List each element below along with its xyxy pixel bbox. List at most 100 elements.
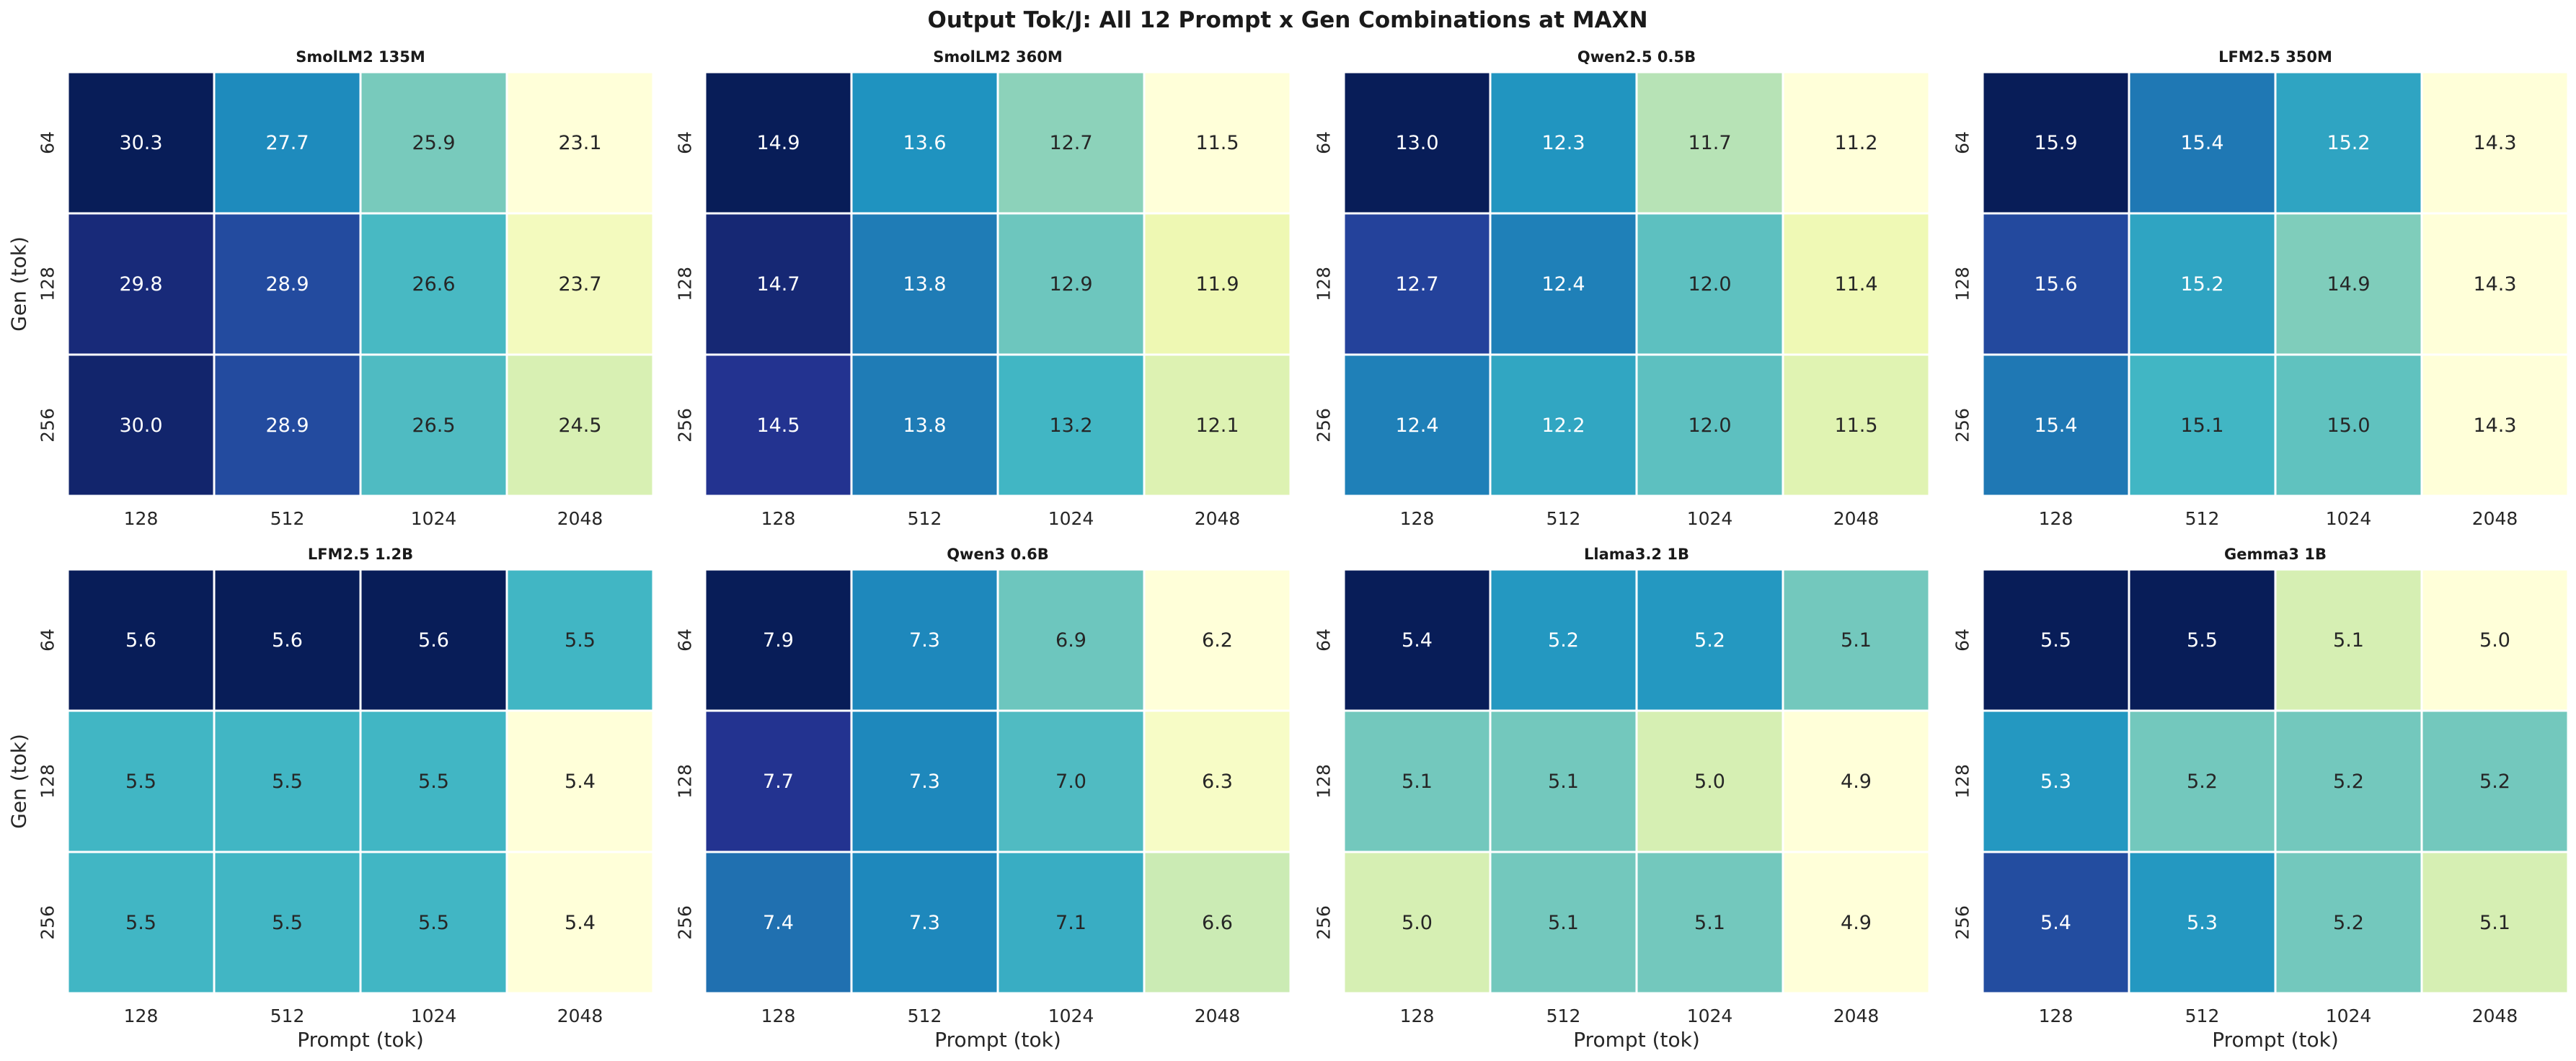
heatmap-cell bbox=[1489, 568, 1638, 712]
heatmap-cell bbox=[1143, 353, 1292, 497]
x-tick-label: 1024 bbox=[411, 508, 457, 529]
x-tick-label: 512 bbox=[2185, 508, 2220, 529]
cell-value-label: 5.6 bbox=[125, 629, 156, 652]
heatmap-cell bbox=[850, 709, 999, 853]
cell-value-label: 12.4 bbox=[1541, 273, 1585, 296]
cell-value-label: 14.7 bbox=[756, 273, 800, 296]
cell-value-label: 7.1 bbox=[1055, 912, 1086, 934]
cell-value-label: 11.7 bbox=[1688, 132, 1731, 154]
heatmap-cell bbox=[2274, 568, 2423, 712]
cell-value-label: 12.9 bbox=[1049, 273, 1092, 296]
cell-value-label: 5.3 bbox=[2040, 771, 2071, 793]
cell-value-label: 11.5 bbox=[1834, 414, 1877, 437]
y-tick-label: 128 bbox=[1314, 764, 1335, 799]
panel-title: Qwen2.5 0.5B bbox=[1577, 48, 1696, 66]
heatmap-cell bbox=[1489, 353, 1638, 497]
cell-value-label: 11.4 bbox=[1834, 273, 1877, 296]
cell-value-label: 5.3 bbox=[2187, 912, 2218, 934]
x-tick-label: 2048 bbox=[1833, 1005, 1880, 1026]
heatmap-cell bbox=[505, 212, 655, 356]
heatmap-cell bbox=[213, 709, 362, 853]
cell-value-label: 30.0 bbox=[119, 414, 162, 437]
cell-value-label: 13.6 bbox=[903, 132, 946, 154]
cell-value-label: 25.9 bbox=[412, 132, 455, 154]
cell-value-label: 5.2 bbox=[2333, 771, 2364, 793]
x-tick-label: 512 bbox=[1546, 508, 1581, 529]
cell-value-label: 5.2 bbox=[2187, 771, 2218, 793]
x-tick-label: 2048 bbox=[2472, 508, 2518, 529]
cell-value-label: 5.1 bbox=[2333, 629, 2364, 652]
cell-value-label: 5.4 bbox=[1402, 629, 1433, 652]
heatmap-cell bbox=[2420, 568, 2570, 712]
y-tick-label: 128 bbox=[675, 764, 696, 799]
y-tick-label: 128 bbox=[1952, 764, 1973, 799]
heatmap-cell bbox=[996, 212, 1146, 356]
heatmap-cell bbox=[850, 353, 999, 497]
heatmap-cell bbox=[704, 212, 853, 356]
heatmap-cell bbox=[2274, 353, 2423, 497]
cell-value-label: 15.2 bbox=[2327, 132, 2370, 154]
heatmap-cell bbox=[850, 212, 999, 356]
x-tick-label: 128 bbox=[761, 1005, 796, 1026]
cell-value-label: 23.1 bbox=[558, 132, 601, 154]
heatmap-cell bbox=[66, 851, 216, 995]
cell-value-label: 29.8 bbox=[119, 273, 162, 296]
cell-value-label: 13.8 bbox=[903, 414, 946, 437]
cell-value-label: 12.1 bbox=[1195, 414, 1239, 437]
cell-value-label: 5.1 bbox=[2479, 912, 2510, 934]
heatmap-cell bbox=[2274, 212, 2423, 356]
panel-title: LFM2.5 350M bbox=[2218, 48, 2332, 66]
cell-value-label: 4.9 bbox=[1841, 912, 1872, 934]
cell-value-label: 5.2 bbox=[2333, 912, 2364, 934]
cell-value-label: 12.7 bbox=[1049, 132, 1092, 154]
cell-value-label: 7.7 bbox=[763, 771, 794, 793]
y-tick-label: 64 bbox=[1314, 131, 1335, 154]
heatmap-cell bbox=[66, 71, 216, 215]
x-tick-label: 128 bbox=[1400, 1005, 1435, 1026]
x-tick-label: 1024 bbox=[2326, 508, 2372, 529]
heatmap-cell bbox=[1635, 851, 1784, 995]
y-tick-label: 64 bbox=[37, 629, 58, 652]
y-tick-label: 256 bbox=[37, 905, 58, 940]
heatmap-cell bbox=[704, 353, 853, 497]
cell-value-label: 14.9 bbox=[756, 132, 800, 154]
cell-value-label: 5.2 bbox=[1694, 629, 1725, 652]
heatmap-panel: Qwen3 0.6B 7.9 7.3 6.9 6.2 7.7 7.3 7.0 6.3 7.4 7.3… bbox=[675, 546, 1292, 1052]
heatmap-cell bbox=[1781, 71, 1931, 215]
x-tick-label: 128 bbox=[2039, 1005, 2073, 1026]
x-axis-label: Prompt (tok) bbox=[1573, 1028, 1700, 1052]
y-axis-label: Gen (tok) bbox=[7, 236, 31, 332]
cell-value-label: 5.1 bbox=[1548, 912, 1579, 934]
y-tick-label: 64 bbox=[675, 131, 696, 154]
heatmap-cell bbox=[505, 71, 655, 215]
heatmap-cell bbox=[2274, 709, 2423, 853]
y-axis-label: Gen (tok) bbox=[7, 734, 31, 829]
cell-value-label: 5.1 bbox=[1841, 629, 1872, 652]
heatmap-cell bbox=[1143, 851, 1292, 995]
x-tick-label: 2048 bbox=[2472, 1005, 2518, 1026]
heatmap-cell bbox=[850, 71, 999, 215]
heatmap-cell bbox=[359, 709, 508, 853]
cell-value-label: 5.2 bbox=[2479, 771, 2510, 793]
x-axis-label: Prompt (tok) bbox=[934, 1028, 1061, 1052]
heatmap-cell bbox=[1981, 851, 2130, 995]
heatmap-cell bbox=[1635, 71, 1784, 215]
cell-value-label: 24.5 bbox=[558, 414, 601, 437]
cell-value-label: 12.3 bbox=[1541, 132, 1585, 154]
heatmap-cell bbox=[1143, 212, 1292, 356]
x-tick-label: 128 bbox=[2039, 508, 2073, 529]
cell-value-label: 11.2 bbox=[1834, 132, 1877, 154]
heatmap-cell bbox=[2420, 353, 2570, 497]
y-tick-label: 256 bbox=[675, 408, 696, 443]
cell-value-label: 14.3 bbox=[2473, 414, 2516, 437]
heatmap-cell bbox=[1781, 709, 1931, 853]
heatmap-cell bbox=[704, 851, 853, 995]
cell-value-label: 28.9 bbox=[265, 273, 309, 296]
panel-title: Llama3.2 1B bbox=[1584, 546, 1689, 563]
heatmap-cell bbox=[1342, 71, 1492, 215]
heatmap-cell bbox=[2420, 851, 2570, 995]
cell-value-label: 7.3 bbox=[909, 771, 940, 793]
heatmap-cell bbox=[1981, 353, 2130, 497]
heatmap-cell bbox=[704, 568, 853, 712]
